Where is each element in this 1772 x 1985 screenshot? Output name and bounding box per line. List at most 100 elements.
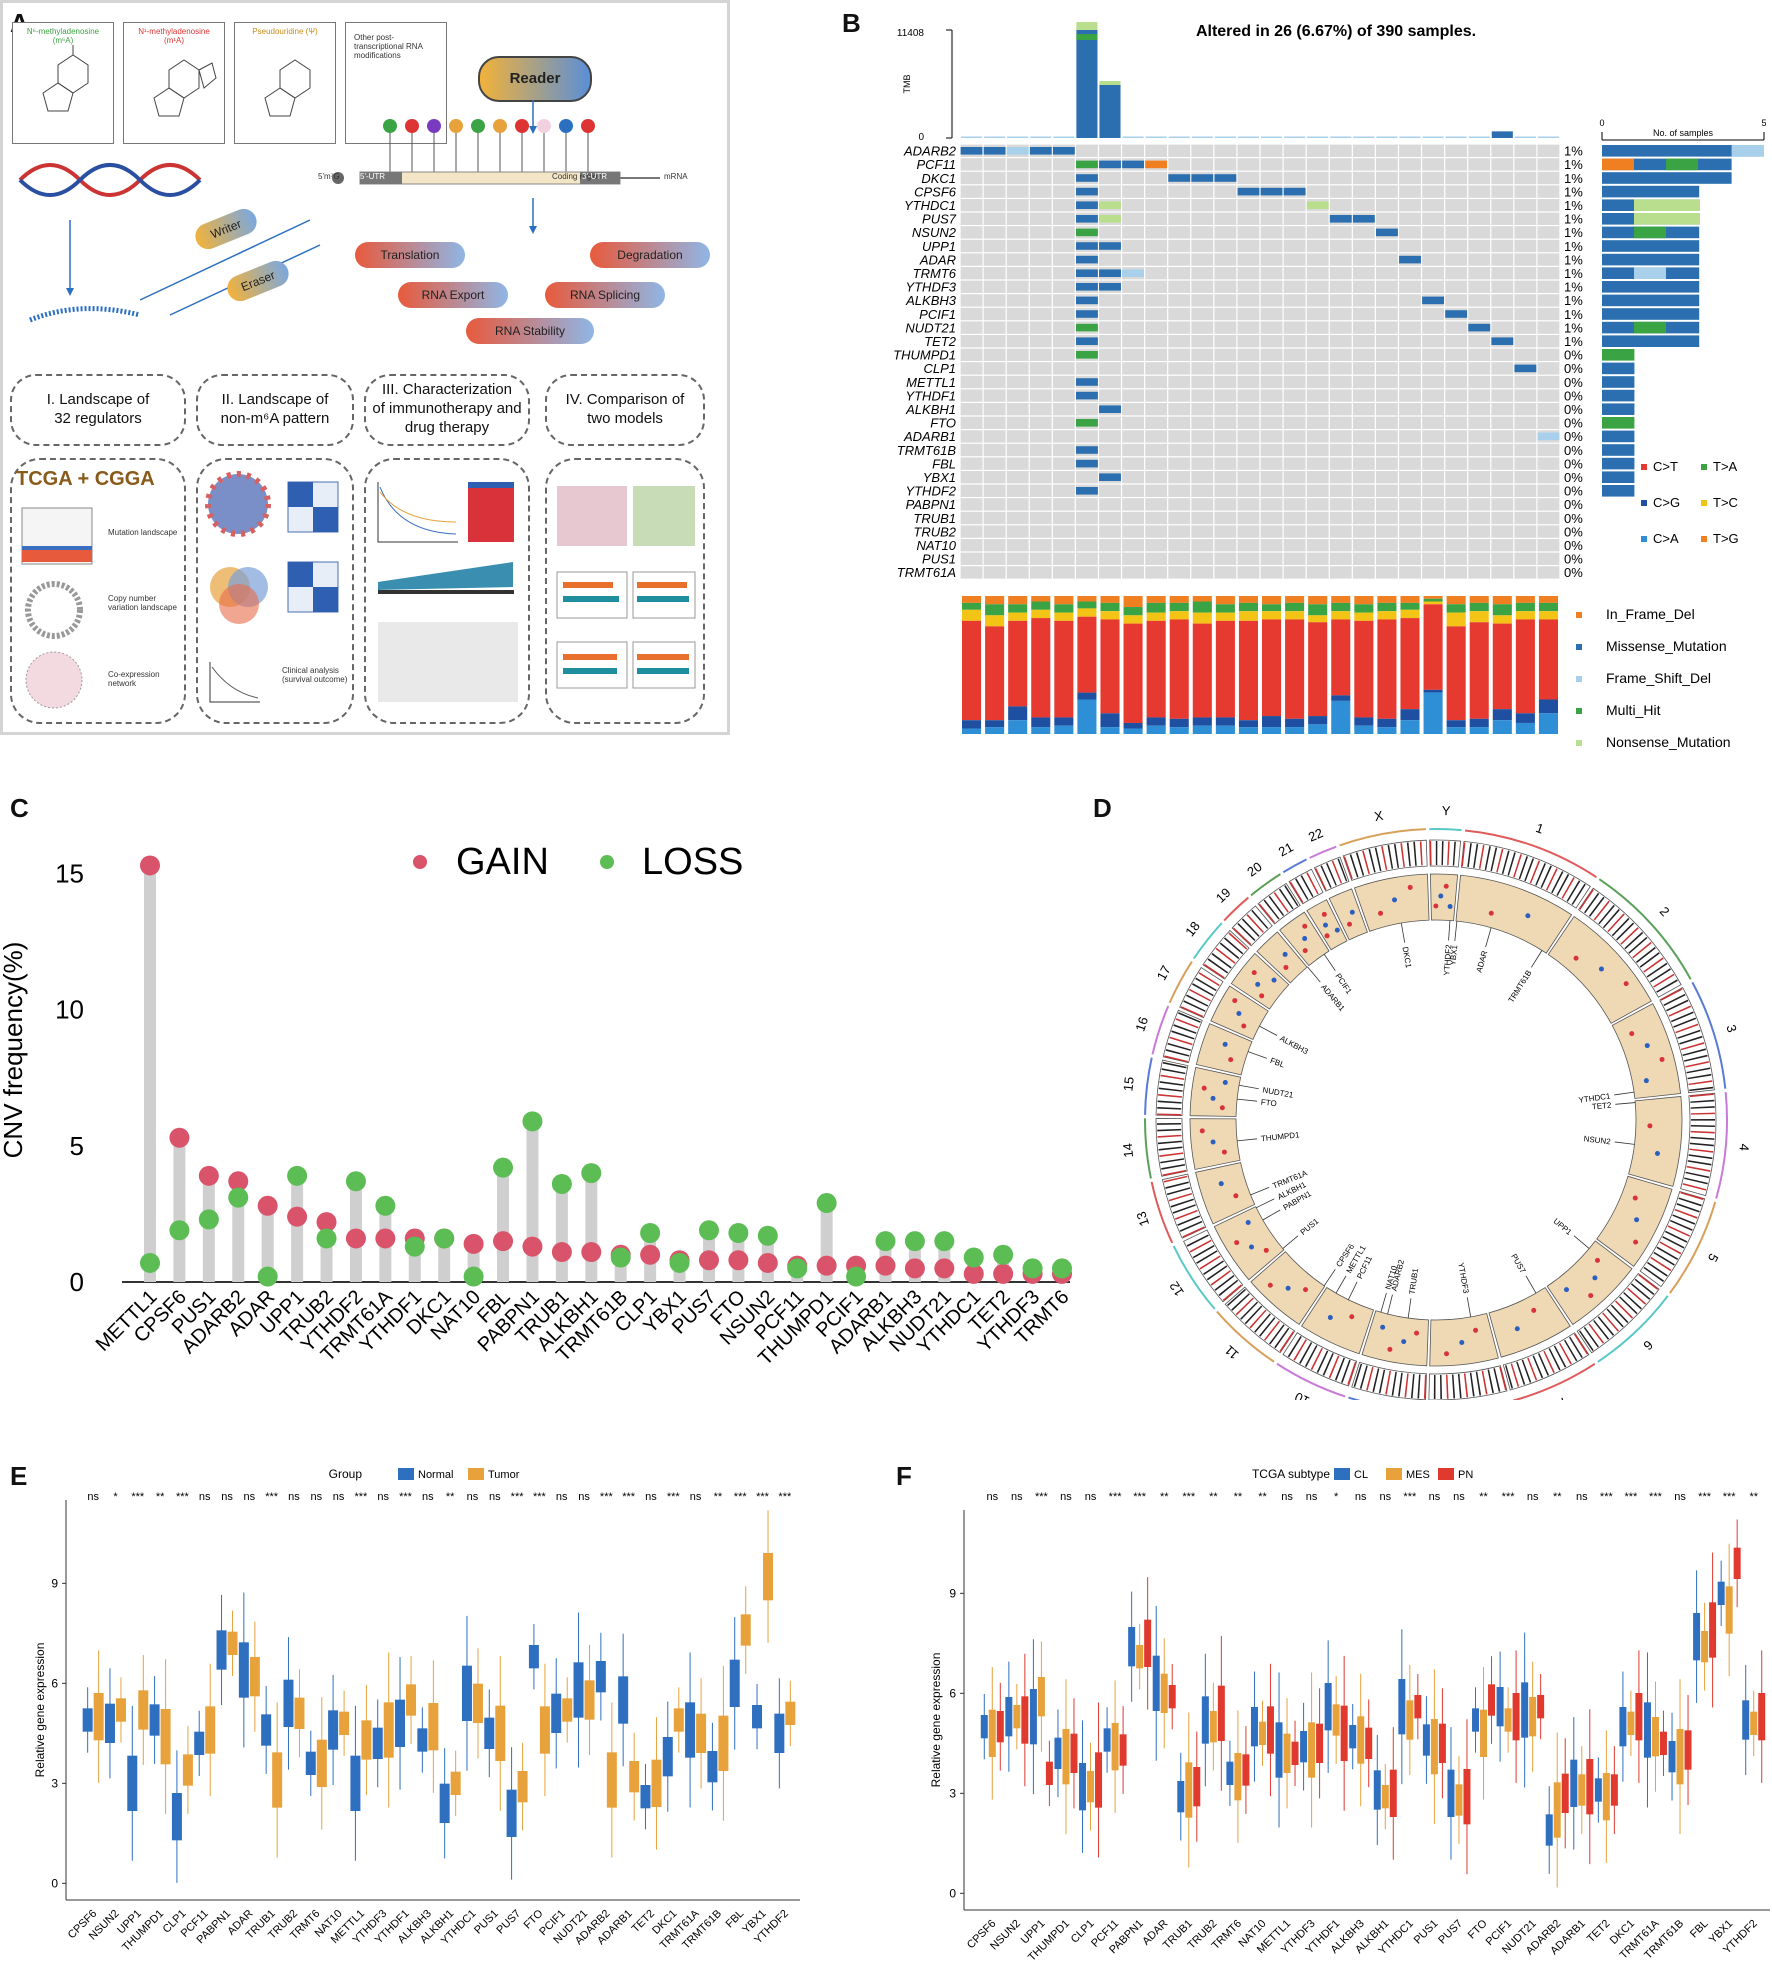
step-1-line1: I. Landscape of	[46, 391, 150, 408]
titv-bar-segment	[1146, 602, 1166, 613]
oncoplot-cell	[1422, 566, 1445, 579]
oncoplot-cell	[1260, 171, 1283, 185]
titv-bar-segment	[1538, 699, 1558, 714]
oncoplot-cell	[1399, 511, 1421, 525]
panel-letter-e: E	[10, 1461, 28, 1491]
oncoplot-cell	[1306, 348, 1329, 361]
gene-link-line	[1262, 1209, 1281, 1221]
chromosome-band	[1638, 1274, 1659, 1290]
oncoplot-cell	[1237, 267, 1260, 280]
oncoplot-mutation-cell	[1075, 323, 1098, 332]
cnv-loss-dot	[904, 1231, 925, 1252]
oncoplot-cell	[1329, 552, 1352, 565]
box-body	[450, 1771, 461, 1795]
oncoplot-cell	[1260, 307, 1283, 321]
significance-label: ns	[1674, 1491, 1686, 1503]
step-3-detail	[364, 458, 530, 724]
significance-label: *	[113, 1491, 118, 1503]
oncoplot-cell	[1514, 171, 1537, 185]
box-body	[149, 1704, 160, 1736]
box-body	[261, 1714, 272, 1746]
chromosome-band	[1674, 1208, 1698, 1219]
oncoplot-cell	[1491, 158, 1514, 171]
oncoplot-cell	[1006, 212, 1029, 225]
tmb-bar	[1099, 84, 1121, 138]
chromosome-band	[1214, 1275, 1235, 1291]
box-body	[1504, 1708, 1512, 1732]
chromosome-band	[1419, 841, 1423, 866]
oncoplot-cell	[1352, 253, 1375, 266]
titv-legend-swatch	[1701, 464, 1707, 470]
oncoplot-cell	[1514, 158, 1537, 171]
oncoplot-cell	[1352, 416, 1375, 429]
oncoplot-pct-label: 1%	[1564, 307, 1583, 322]
modification-site-icon	[383, 119, 397, 133]
box-body	[1578, 1774, 1586, 1806]
oncoplot-cell	[1375, 552, 1398, 565]
mutation-legend-label: In_Frame_Del	[1606, 606, 1695, 622]
oncoplot-cell	[1283, 375, 1306, 389]
oncoplot-cell	[1237, 307, 1260, 321]
oncoplot-cell	[1214, 280, 1237, 293]
oncoplot-cell	[983, 199, 1006, 212]
significance-label: ns	[690, 1491, 702, 1503]
oncoplot-cell	[1237, 280, 1260, 293]
cnv-point	[1222, 1041, 1228, 1047]
oncoplot-cell	[1491, 294, 1514, 307]
titv-bar-segment	[1446, 604, 1466, 613]
gene-link-line	[1247, 1051, 1267, 1059]
chromosome-band	[1690, 1124, 1715, 1128]
titv-bar-segment	[1262, 596, 1282, 605]
oncoplot-cell	[1191, 457, 1214, 470]
oncoplot-cell	[983, 443, 1006, 457]
box-body	[785, 1701, 796, 1725]
oncoplot-pct-label: 0%	[1564, 361, 1583, 376]
oncoplot-cell	[1191, 430, 1214, 443]
cnv-gain-dot	[198, 1165, 219, 1186]
chromosome-band	[1686, 1165, 1711, 1172]
oncoplot-cell	[1329, 171, 1352, 185]
chromosome-band	[1548, 1348, 1561, 1371]
titv-bar-segment	[1400, 720, 1420, 734]
chromosome-band	[1602, 1312, 1620, 1332]
oncoplot-pct-label: 1%	[1564, 266, 1583, 281]
chromosome-band	[1606, 1308, 1624, 1328]
oncoplot-pct-label: 0%	[1564, 497, 1583, 512]
chromosome-band	[1616, 922, 1635, 941]
titv-bar-segment	[1492, 596, 1512, 605]
chromosome-band	[1663, 993, 1686, 1007]
chromosome-band	[1215, 947, 1236, 964]
significance-label: ***	[734, 1491, 748, 1503]
titv-bar-segment	[1492, 709, 1512, 721]
chromosome-band	[1203, 1260, 1224, 1275]
oncoplot-cell	[1122, 253, 1145, 266]
oncoplot-cell	[1029, 539, 1052, 552]
titv-bar-segment	[985, 626, 1005, 721]
oncoplot-cell	[1352, 199, 1375, 212]
significance-label: ns	[1281, 1491, 1293, 1503]
gene-sample-bar	[1602, 185, 1700, 198]
circos-gene-label: YTHDC1	[1578, 1091, 1611, 1104]
oncoplot-cell	[1214, 552, 1237, 565]
oncoplot-cell	[1260, 457, 1283, 470]
circos-gene-label: UPP1	[1552, 1217, 1574, 1238]
oncoplot-mutation-cell	[1491, 337, 1514, 345]
oncoplot-cell	[1145, 144, 1168, 157]
oncoplot-cell	[1491, 484, 1514, 497]
chromosome-band	[1211, 952, 1232, 969]
chromosome-band	[1610, 1304, 1629, 1324]
chromosome-band	[1543, 1350, 1555, 1374]
oncoplot-cell	[1029, 239, 1052, 253]
significance-label: ***	[1403, 1491, 1417, 1503]
chromosome-band	[1510, 1363, 1520, 1387]
circos-gene-label: TRMT61B	[1507, 969, 1534, 1005]
chromosome-band	[1689, 1148, 1714, 1153]
significance-label: **	[446, 1491, 455, 1503]
titv-bar-segment	[1262, 604, 1282, 612]
mutation-legend-label: Missense_Mutation	[1606, 638, 1727, 654]
chromosome-outer-ring	[1193, 922, 1223, 960]
gene-sample-bar	[1602, 281, 1700, 293]
oncoplot-cell	[1168, 511, 1191, 525]
chromosome-band	[1484, 846, 1491, 870]
chromosome-band	[1573, 1333, 1589, 1355]
